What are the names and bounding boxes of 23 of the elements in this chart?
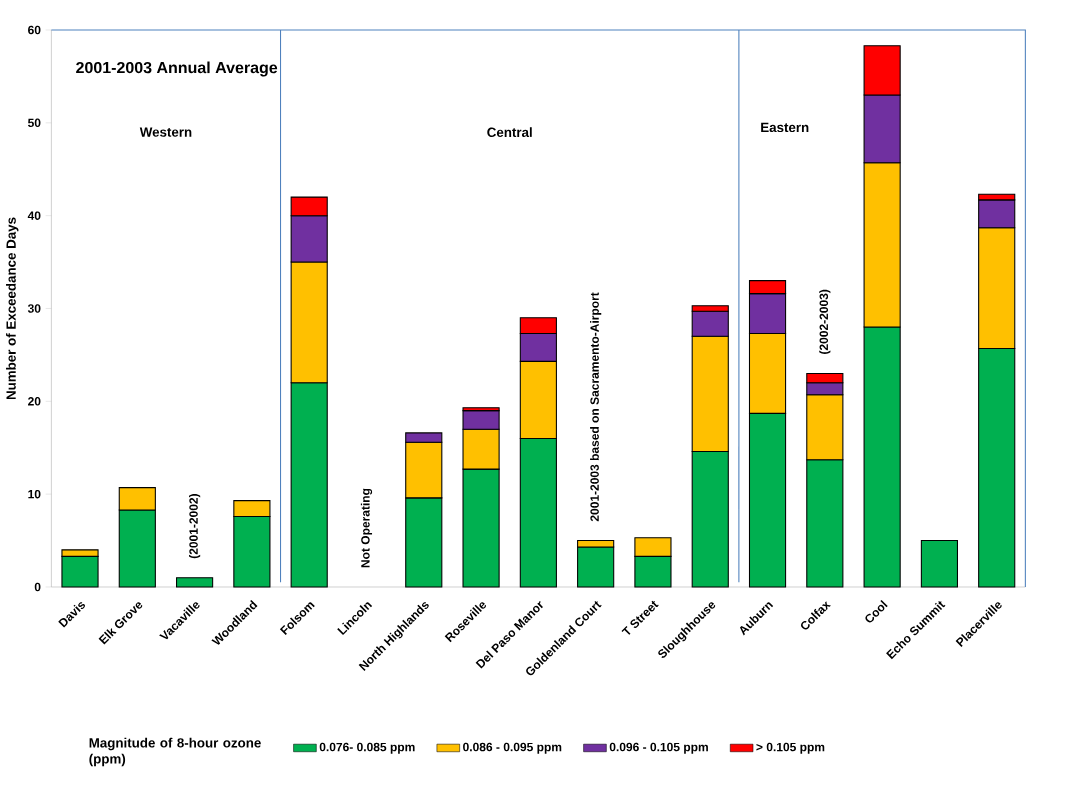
legend-label: 0.096 - 0.105 ppm — [609, 742, 708, 754]
y-tick-label: 60 — [28, 25, 41, 35]
y-tick-label: 10 — [28, 489, 41, 499]
y-axis-title: Number of Exceedance Days — [6, 217, 19, 400]
annotation: Not Operating — [360, 488, 373, 568]
bar — [920, 540, 959, 588]
y-tick-label: 20 — [28, 397, 41, 406]
legend-title: Magnitude of 8-hour ozone (ppm) — [89, 737, 261, 767]
legend-label: 0.086 - 0.095 ppm — [463, 742, 562, 754]
annotation: Eastern — [761, 122, 809, 133]
legend-label: > 0.105 ppm — [756, 742, 825, 754]
legend-label: 0.076- 0.085 ppm — [319, 742, 415, 754]
bar — [176, 577, 214, 588]
y-tick-label: 40 — [27, 211, 41, 220]
annotation: 2001-2003 based on Sacramento-Airport — [590, 292, 602, 522]
annotation: Western — [139, 127, 192, 137]
y-tick-label: 0 — [34, 582, 41, 592]
annotation: (2002-2003) — [819, 289, 831, 354]
y-tick-label: 30 — [27, 304, 41, 313]
annotation: Central — [487, 127, 532, 137]
y-tick-label: 50 — [27, 118, 41, 128]
annotation: (2001-2002) — [189, 494, 201, 559]
text: 2001-2003 Annual Average — [76, 61, 278, 77]
